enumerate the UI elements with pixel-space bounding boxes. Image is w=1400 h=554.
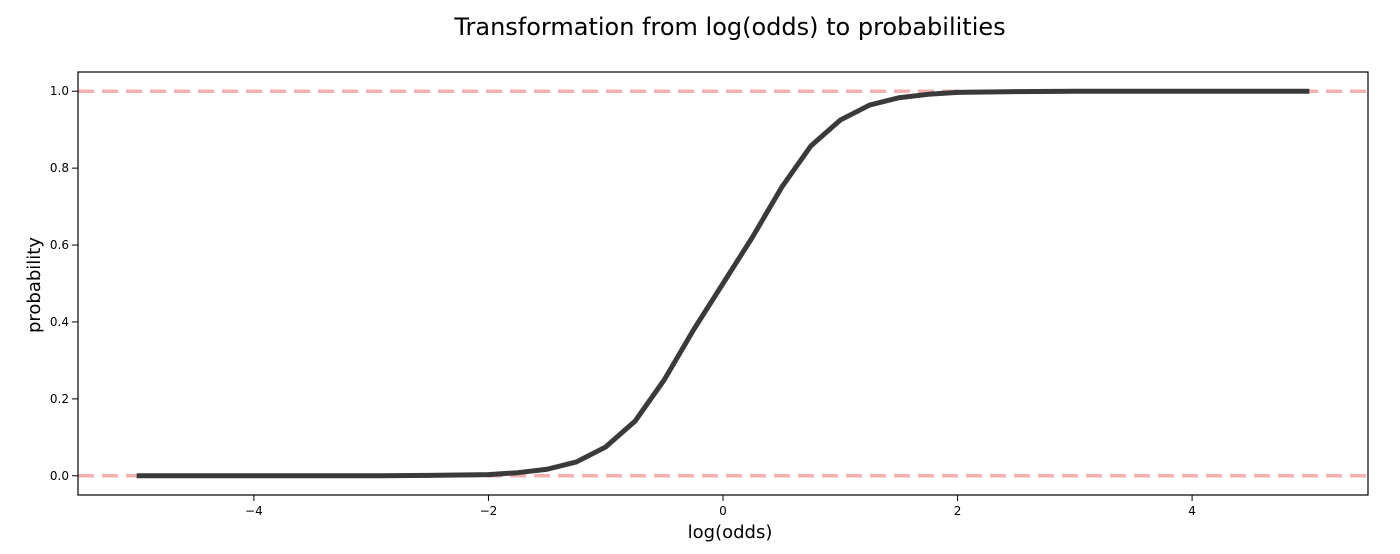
y-tick-label-5: 1.0 (50, 84, 69, 98)
y-tick-label-2: 0.4 (50, 315, 69, 329)
x-tick-label-4: 4 (1188, 504, 1196, 518)
series-line-0 (136, 88, 1310, 479)
x-tick-label-3: 2 (954, 504, 962, 518)
plot-area: −4 −2 0 2 4 0.0 0.2 0.4 0.6 0.8 1.0 (50, 71, 1369, 518)
y-tick-label-3: 0.6 (50, 238, 69, 252)
y-tick-label-1: 0.2 (50, 392, 69, 406)
y-axis-label: probability (24, 237, 45, 333)
x-axis-label: log(odds) (688, 522, 773, 543)
y-tick-label-0: 0.0 (50, 469, 69, 483)
chart-title: Transformation from log(odds) to probabi… (453, 13, 1005, 41)
x-tick-label-0: −4 (245, 504, 263, 518)
x-tick-label-1: −2 (480, 504, 498, 518)
y-tick-label-4: 0.8 (50, 161, 69, 175)
x-tick-label-2: 0 (719, 504, 727, 518)
